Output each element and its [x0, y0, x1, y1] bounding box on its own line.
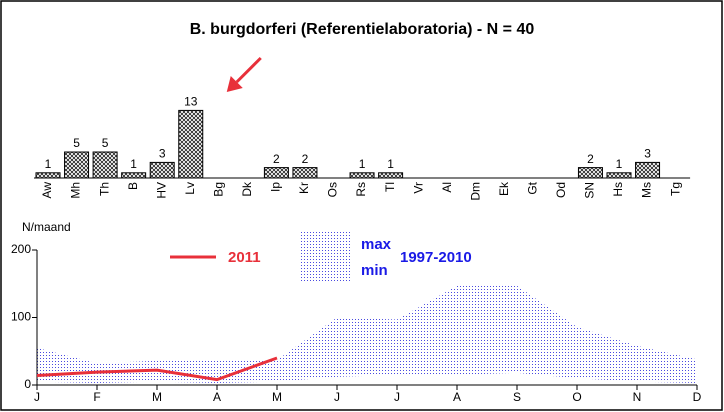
x-tick-label: N: [633, 390, 642, 404]
value-label: 2: [302, 152, 309, 166]
x-tick-label: Ip: [269, 182, 283, 192]
value-label: 5: [73, 136, 80, 150]
y-tick-label: 100: [11, 310, 31, 324]
x-tick-label: Bg: [211, 182, 225, 197]
x-tick-label: O: [572, 390, 581, 404]
x-tick-label: Hs: [611, 182, 625, 197]
chart-title: B. burgdorferi (Referentielaboratoria) -…: [190, 21, 535, 38]
x-tick-label: D: [693, 390, 702, 404]
value-label: 1: [616, 157, 623, 171]
x-tick-label: HV: [154, 182, 168, 199]
x-tick-label: Kr: [297, 182, 311, 194]
legend-swatch: [300, 232, 350, 282]
value-label: 1: [359, 157, 366, 171]
value-label: 5: [102, 136, 109, 150]
x-tick-label: A: [213, 390, 221, 404]
x-tick-label: Ek: [497, 181, 511, 196]
value-label: 1: [130, 157, 137, 171]
y-tick-label: 0: [24, 377, 31, 391]
x-tick-label: Ms: [640, 182, 654, 198]
bar: [263, 167, 289, 179]
arrow-head: [226, 76, 243, 92]
x-tick-label: S: [513, 390, 521, 404]
bar: [635, 161, 661, 179]
x-tick-label: J: [34, 390, 40, 404]
bar: [92, 151, 118, 179]
legend-label: max: [361, 236, 392, 253]
legend-label: 2011: [228, 249, 261, 266]
bar: [149, 161, 175, 179]
bar: [349, 172, 375, 179]
x-tick-label: A: [453, 390, 461, 404]
x-tick-label: J: [394, 390, 400, 404]
arrow: [235, 56, 262, 84]
x-tick-label: M: [152, 390, 162, 404]
value-label: 2: [587, 152, 594, 166]
bar: [606, 172, 632, 179]
x-tick-label: Dk: [240, 181, 254, 197]
x-tick-label: Vr: [411, 182, 425, 194]
legend-label: min: [361, 262, 388, 279]
x-tick-label: M: [272, 390, 282, 404]
value-label: 3: [159, 147, 166, 161]
bar: [35, 172, 61, 179]
x-tick-label: Mh: [69, 182, 83, 199]
bar: [178, 109, 204, 179]
x-tick-label: Tl: [383, 182, 397, 192]
legend-label: 1997-2010: [400, 249, 472, 266]
x-tick-label: Rs: [354, 182, 368, 197]
y-tick-label: 200: [11, 242, 31, 256]
bar: [64, 151, 90, 179]
value-label: 13: [184, 95, 198, 109]
x-tick-label: Os: [326, 182, 340, 197]
value-label: 2: [273, 152, 280, 166]
range-band: [37, 285, 697, 383]
value-label: 3: [644, 147, 651, 161]
x-tick-label: F: [93, 390, 100, 404]
x-tick-label: SN: [583, 182, 597, 199]
x-tick-label: B: [126, 182, 140, 190]
x-tick-label: Od: [554, 182, 568, 198]
x-tick-label: Lv: [183, 182, 197, 195]
x-tick-label: Th: [97, 182, 111, 196]
x-tick-label: Tg: [668, 182, 682, 196]
x-tick-label: J: [334, 390, 340, 404]
x-tick-label: Al: [440, 182, 454, 193]
x-tick-label: Dm: [468, 182, 482, 201]
x-tick-label: Aw: [40, 182, 54, 199]
y-axis-label: N/maand: [22, 220, 71, 234]
value-label: 1: [387, 157, 394, 171]
value-label: 1: [45, 157, 52, 171]
bar: [121, 172, 147, 179]
x-tick-label: Gt: [526, 181, 540, 194]
bar: [378, 172, 404, 179]
line-2011: [36, 356, 278, 382]
bar: [292, 167, 318, 179]
bar: [577, 167, 603, 179]
